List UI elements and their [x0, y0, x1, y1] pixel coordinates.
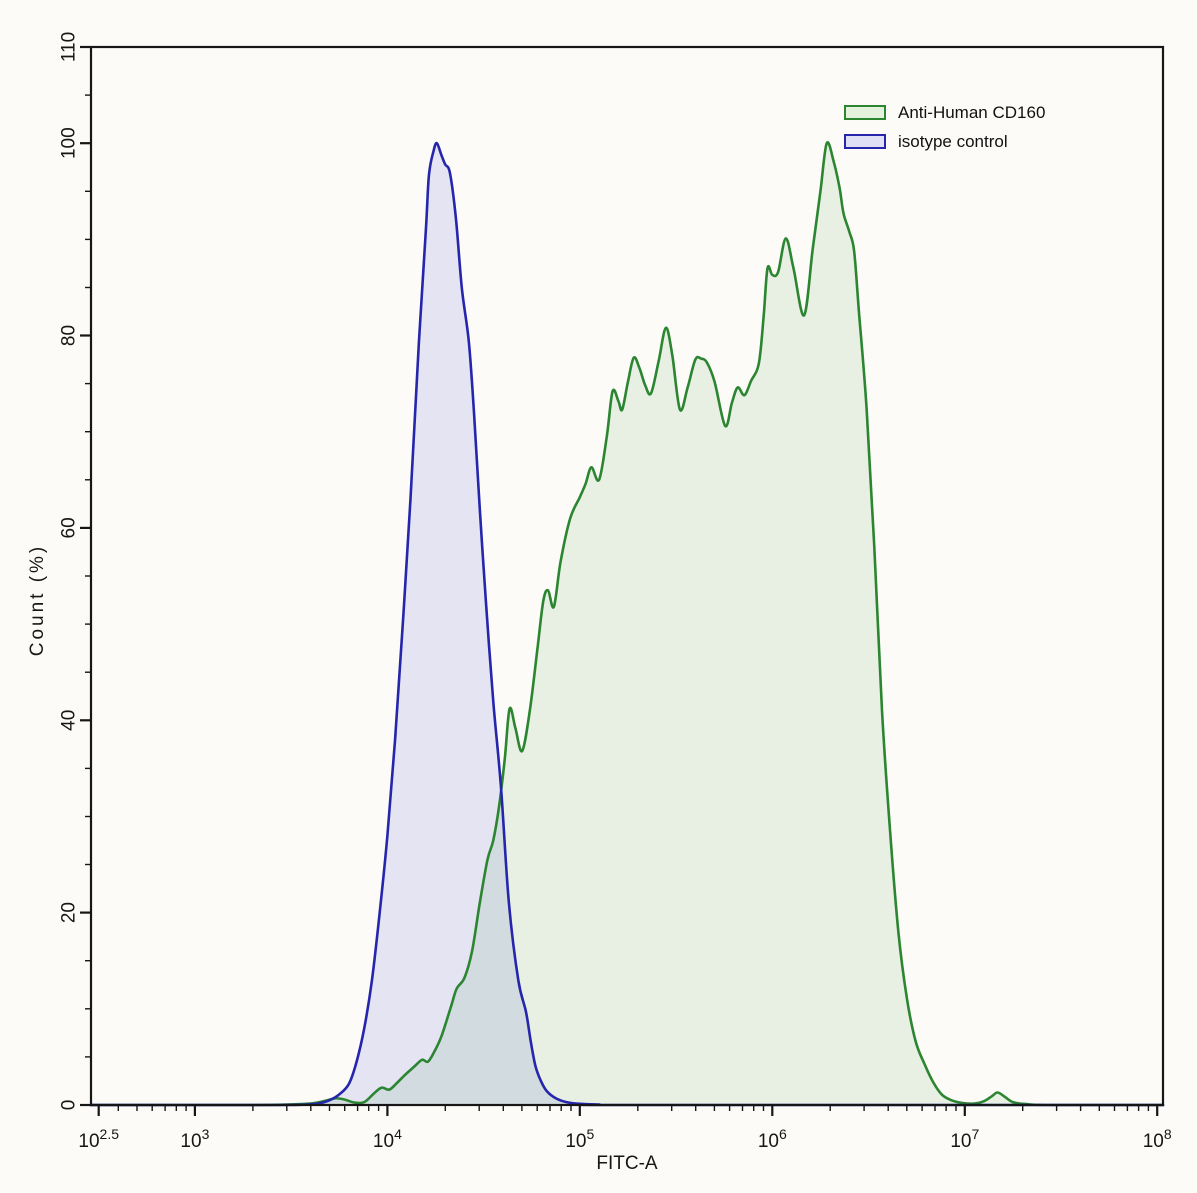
- legend-item-isotype-control: isotype control: [844, 131, 1045, 152]
- svg-text:103: 103: [180, 1126, 209, 1152]
- legend-item-anti-human-cd160: Anti-Human CD160: [844, 102, 1045, 123]
- svg-text:60: 60: [59, 517, 80, 538]
- legend-swatch-isotype-control: [844, 134, 886, 149]
- svg-text:0: 0: [59, 1100, 80, 1111]
- y-axis-title: Count (%): [27, 543, 48, 657]
- svg-text:20: 20: [59, 902, 80, 923]
- legend-label: Anti-Human CD160: [898, 102, 1046, 122]
- x-axis-title: FITC-A: [596, 1153, 658, 1174]
- svg-text:104: 104: [373, 1126, 402, 1152]
- svg-text:40: 40: [59, 710, 80, 731]
- svg-text:107: 107: [950, 1126, 979, 1152]
- svg-text:102.5: 102.5: [78, 1126, 119, 1152]
- svg-text:106: 106: [758, 1126, 787, 1152]
- svg-text:110: 110: [59, 32, 80, 62]
- svg-text:108: 108: [1143, 1126, 1172, 1152]
- svg-text:105: 105: [565, 1126, 594, 1152]
- svg-text:100: 100: [59, 127, 80, 159]
- svg-text:80: 80: [59, 325, 80, 346]
- legend-label: isotype control: [898, 131, 1008, 151]
- legend: Anti-Human CD160 isotype control: [844, 102, 1045, 152]
- legend-swatch-anti-human-cd160: [844, 105, 886, 120]
